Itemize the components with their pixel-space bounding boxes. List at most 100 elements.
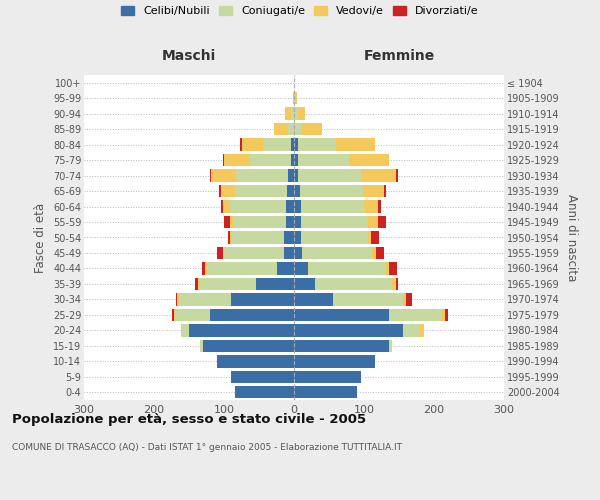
Bar xyxy=(248,154,290,166)
Bar xyxy=(367,232,371,243)
Bar xyxy=(294,200,301,212)
Bar xyxy=(221,185,235,198)
Bar xyxy=(389,262,397,274)
Bar xyxy=(293,92,294,104)
Bar xyxy=(274,123,289,136)
Bar xyxy=(406,293,412,306)
Bar xyxy=(392,278,395,290)
Bar xyxy=(294,324,403,336)
Bar xyxy=(295,92,297,104)
Bar xyxy=(286,200,294,212)
Bar xyxy=(199,340,203,352)
Bar xyxy=(223,154,224,166)
Bar xyxy=(277,262,294,274)
Bar xyxy=(217,355,294,368)
Bar xyxy=(350,154,389,166)
Bar xyxy=(294,308,389,321)
Bar xyxy=(175,308,210,321)
Bar xyxy=(301,216,367,228)
Bar xyxy=(294,170,298,182)
Bar xyxy=(177,293,179,306)
Bar xyxy=(403,324,420,336)
Bar xyxy=(289,123,294,136)
Bar xyxy=(373,247,376,259)
Bar xyxy=(290,108,294,120)
Bar xyxy=(294,355,374,368)
Bar xyxy=(223,247,224,259)
Bar xyxy=(211,170,236,182)
Bar xyxy=(176,293,177,306)
Bar xyxy=(367,216,378,228)
Bar xyxy=(233,216,286,228)
Bar xyxy=(378,200,381,212)
Text: Femmine: Femmine xyxy=(364,48,434,62)
Bar xyxy=(286,216,294,228)
Y-axis label: Fasce di età: Fasce di età xyxy=(34,202,47,272)
Text: COMUNE DI TRASACCO (AQ) - Dati ISTAT 1° gennaio 2005 - Elaborazione TUTTITALIA.I: COMUNE DI TRASACCO (AQ) - Dati ISTAT 1° … xyxy=(12,442,402,452)
Bar xyxy=(235,185,287,198)
Bar xyxy=(285,108,290,120)
Bar xyxy=(315,278,392,290)
Text: Maschi: Maschi xyxy=(162,48,216,62)
Bar xyxy=(294,216,301,228)
Bar xyxy=(189,324,294,336)
Bar xyxy=(294,370,361,383)
Y-axis label: Anni di nascita: Anni di nascita xyxy=(565,194,578,281)
Bar xyxy=(290,138,294,151)
Bar xyxy=(263,138,290,151)
Bar xyxy=(294,386,357,398)
Bar xyxy=(302,247,373,259)
Bar xyxy=(385,262,389,274)
Bar xyxy=(231,370,294,383)
Bar xyxy=(173,308,175,321)
Bar xyxy=(299,185,362,198)
Bar xyxy=(205,262,206,274)
Bar xyxy=(221,200,223,212)
Bar xyxy=(445,308,448,321)
Bar xyxy=(362,185,383,198)
Bar xyxy=(420,324,424,336)
Bar xyxy=(196,278,198,290)
Bar xyxy=(223,200,230,212)
Bar xyxy=(308,262,385,274)
Bar xyxy=(224,216,230,228)
Bar xyxy=(231,293,294,306)
Bar xyxy=(383,185,386,198)
Bar xyxy=(294,108,298,120)
Bar xyxy=(298,138,336,151)
Bar xyxy=(287,185,294,198)
Bar xyxy=(230,200,286,212)
Bar xyxy=(230,216,233,228)
Bar xyxy=(210,308,294,321)
Bar xyxy=(219,185,221,198)
Text: Popolazione per età, sesso e stato civile - 2005: Popolazione per età, sesso e stato civil… xyxy=(12,412,366,426)
Bar xyxy=(290,154,294,166)
Bar xyxy=(181,324,189,336)
Bar xyxy=(230,232,232,243)
Bar xyxy=(371,232,379,243)
Bar xyxy=(202,262,205,274)
Bar xyxy=(441,308,445,321)
Bar xyxy=(241,138,263,151)
Bar xyxy=(389,308,441,321)
Bar xyxy=(284,247,294,259)
Bar xyxy=(228,232,230,243)
Bar xyxy=(198,278,199,290)
Bar xyxy=(301,123,322,136)
Bar xyxy=(403,293,406,306)
Bar xyxy=(294,92,295,104)
Bar xyxy=(294,185,299,198)
Bar xyxy=(203,340,294,352)
Bar xyxy=(199,278,256,290)
Bar xyxy=(206,262,277,274)
Bar xyxy=(294,262,308,274)
Bar xyxy=(224,154,248,166)
Bar xyxy=(210,170,211,182)
Bar xyxy=(236,170,289,182)
Bar xyxy=(298,108,305,120)
Bar xyxy=(294,138,298,151)
Bar xyxy=(179,293,231,306)
Bar xyxy=(361,170,395,182)
Bar xyxy=(172,308,173,321)
Bar xyxy=(256,278,294,290)
